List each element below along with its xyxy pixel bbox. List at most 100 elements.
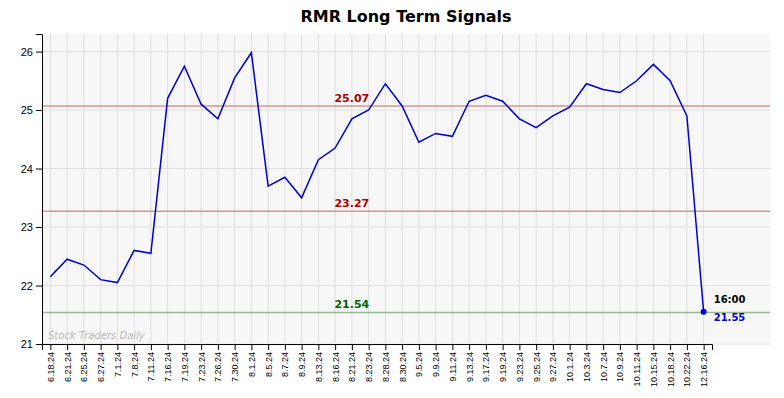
grid-line bbox=[686, 34, 687, 344]
grid-line bbox=[586, 34, 587, 344]
x-tick-label: 10.11.24 bbox=[632, 352, 642, 386]
x-tick-mark bbox=[251, 344, 252, 350]
plot-background bbox=[42, 34, 770, 344]
x-tick-label: 10.3.24 bbox=[582, 352, 592, 382]
x-tick-label: 8.21.24 bbox=[347, 352, 357, 382]
end-label: 21.55 bbox=[714, 312, 746, 323]
x-tick: 10.1.24 bbox=[565, 344, 575, 382]
x-tick-mark bbox=[235, 344, 236, 350]
x-tick-mark bbox=[419, 344, 420, 350]
x-tick-mark bbox=[603, 344, 604, 350]
x-tick-mark bbox=[335, 344, 336, 350]
x-tick-mark bbox=[486, 344, 487, 350]
x-tick-mark bbox=[586, 344, 587, 350]
grid-line bbox=[100, 34, 101, 344]
x-tick-label: 10.18.24 bbox=[666, 352, 676, 387]
grid-line bbox=[50, 34, 51, 344]
x-tick-mark bbox=[318, 344, 319, 350]
x-tick: 8.13.24 bbox=[314, 344, 324, 382]
x-tick: 7.19.24 bbox=[180, 344, 190, 382]
x-tick-label: 7.23.24 bbox=[197, 352, 207, 382]
grid-line bbox=[452, 34, 453, 344]
x-tick: 9.13.24 bbox=[465, 344, 475, 382]
x-tick-mark bbox=[704, 344, 705, 350]
x-tick: 8.16.24 bbox=[331, 344, 341, 382]
x-tick: 9.17.24 bbox=[481, 344, 491, 382]
x-tick-mark bbox=[536, 344, 537, 350]
x-tick-mark bbox=[151, 344, 152, 350]
x-tick: 9.9.24 bbox=[431, 344, 441, 377]
x-tick-mark bbox=[134, 344, 135, 350]
grid-line bbox=[703, 34, 704, 344]
x-tick: 10.22.24 bbox=[682, 344, 692, 387]
y-axis: 212223242526 bbox=[21, 35, 43, 351]
x-tick: 6.25.24 bbox=[79, 344, 89, 382]
grid-line bbox=[284, 34, 285, 344]
x-tick: 9.19.24 bbox=[498, 344, 508, 382]
grid-line bbox=[569, 34, 570, 344]
x-tick: 10.18.24 bbox=[666, 344, 676, 387]
end-point bbox=[701, 309, 707, 315]
y-tick-mark bbox=[36, 286, 42, 287]
end-label: 16:00 bbox=[714, 294, 746, 305]
watermark: Stock Traders Daily bbox=[48, 330, 146, 341]
x-tick-mark bbox=[519, 344, 520, 350]
y-tick-mark bbox=[36, 169, 42, 170]
reference-line bbox=[42, 312, 770, 314]
x-tick-label: 10.1.24 bbox=[565, 352, 575, 382]
x-tick-label: 8.23.24 bbox=[364, 352, 374, 382]
x-tick-label: 12.16.24 bbox=[699, 352, 709, 387]
x-tick-label: 10.9.24 bbox=[615, 352, 625, 382]
x-tick-mark bbox=[436, 344, 437, 350]
grid-line bbox=[502, 34, 503, 344]
grid-line bbox=[385, 34, 386, 344]
x-tick-mark bbox=[268, 344, 269, 350]
y-tick-label: 24 bbox=[21, 163, 33, 175]
x-tick-mark bbox=[385, 344, 386, 350]
x-tick-label: 9.17.24 bbox=[481, 352, 491, 382]
x-tick-mark bbox=[101, 344, 102, 350]
x-tick-mark bbox=[302, 344, 303, 350]
x-tick-label: 9.11.24 bbox=[448, 352, 458, 381]
x-tick: 6.21.24 bbox=[63, 344, 73, 382]
x-tick-mark bbox=[570, 344, 571, 350]
x-tick: 7.11.24 bbox=[146, 344, 156, 381]
x-tick: 10.9.24 bbox=[615, 344, 625, 382]
x-tick-label: 10.22.24 bbox=[682, 352, 692, 387]
reference-label: 25.07 bbox=[334, 92, 369, 105]
y-tick-mark bbox=[36, 110, 42, 111]
grid-line bbox=[603, 34, 604, 344]
grid-line bbox=[318, 34, 319, 344]
grid-line bbox=[150, 34, 151, 344]
y-axis-line bbox=[36, 35, 43, 345]
x-tick: 9.5.24 bbox=[414, 344, 424, 377]
x-tick-mark bbox=[452, 344, 453, 350]
x-tick: 8.9.24 bbox=[297, 344, 307, 377]
x-tick-label: 8.5.24 bbox=[264, 352, 274, 377]
x-tick-label: 6.18.24 bbox=[46, 352, 56, 382]
grid-line bbox=[217, 34, 218, 344]
x-tick-mark bbox=[553, 344, 554, 350]
x-tick-label: 7.26.24 bbox=[213, 352, 223, 382]
x-tick-label: 8.30.24 bbox=[398, 352, 408, 382]
x-tick-label: 8.1.24 bbox=[247, 352, 257, 377]
grid-line bbox=[552, 34, 553, 344]
reference-line bbox=[42, 105, 770, 107]
x-tick-label: 9.25.24 bbox=[532, 352, 542, 382]
x-tick-label: 7.8.24 bbox=[130, 352, 140, 377]
y-tick-label: 23 bbox=[21, 221, 33, 233]
grid-line bbox=[519, 34, 520, 344]
x-tick-label: 9.9.24 bbox=[431, 352, 441, 377]
grid-line bbox=[301, 34, 302, 344]
y-tick-label: 22 bbox=[21, 280, 33, 292]
x-tick-mark bbox=[352, 344, 353, 350]
x-tick: 8.21.24 bbox=[347, 344, 357, 382]
x-tick-label: 9.5.24 bbox=[414, 352, 424, 377]
grid-line bbox=[117, 34, 118, 344]
x-tick-mark bbox=[184, 344, 185, 350]
grid-line bbox=[402, 34, 403, 344]
grid-line bbox=[653, 34, 654, 344]
x-tick: 6.18.24 bbox=[46, 344, 56, 382]
x-tick: 8.28.24 bbox=[381, 344, 391, 382]
x-tick-label: 6.27.24 bbox=[96, 352, 106, 382]
